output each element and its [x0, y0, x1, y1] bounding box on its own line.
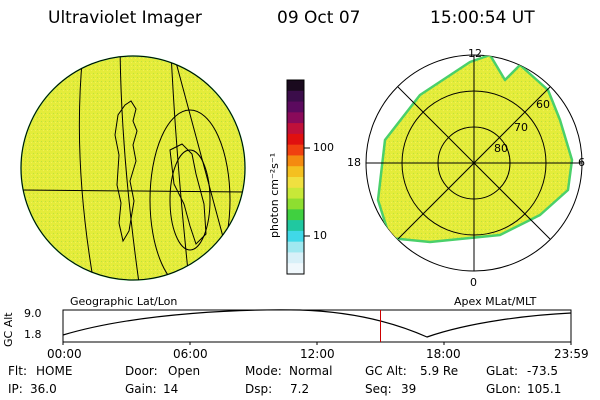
- status-seq-label: Seq:: [365, 382, 392, 396]
- lat-label-70: 70: [514, 121, 528, 134]
- instrument-title: Ultraviolet Imager: [48, 8, 202, 28]
- colorbar-swatch: [287, 90, 304, 103]
- colorbar-swatch: [287, 177, 304, 189]
- apex-caption: Apex MLat/MLT: [454, 295, 537, 308]
- x-tick-label: 18:00: [426, 347, 461, 361]
- latitude-circle: [169, 149, 211, 251]
- timeline-axis-title: GC Alt: [2, 312, 15, 347]
- colorbar-swatch: [287, 209, 304, 221]
- status-door-label: Door:: [125, 364, 158, 378]
- coastline: [114, 100, 138, 243]
- mlt-label-18: 18: [347, 156, 361, 169]
- colorbar-swatch: [287, 198, 304, 210]
- y-tick-label: 1.8: [24, 328, 42, 341]
- x-tick-label: 06:00: [173, 347, 208, 361]
- status-glon-label: GLon:: [486, 382, 521, 396]
- geographic-caption: Geographic Lat/Lon: [70, 295, 178, 308]
- colorbar-unit-label: photon cm⁻²s⁻¹: [268, 152, 281, 238]
- mlt-spoke: [397, 86, 551, 240]
- x-tick-label: 12:00: [300, 347, 335, 361]
- equator-line: [21, 189, 245, 193]
- observation-time: 15:00:54 UT: [430, 8, 535, 28]
- colorbar-swatch: [287, 101, 304, 113]
- status-flt-value: HOME: [36, 364, 73, 378]
- x-tick-label: 00:00: [47, 347, 82, 361]
- timeline-frame: [62, 309, 572, 343]
- latitude-circle: [149, 109, 231, 280]
- meridian-line: [119, 56, 141, 280]
- colorbar-swatch: [287, 230, 304, 243]
- x-tick-label: 23:59: [554, 347, 589, 361]
- status-glat-label: GLat:: [486, 364, 519, 378]
- status-gain-label: Gain:: [125, 382, 157, 396]
- altitude-timeline: [62, 309, 572, 345]
- observation-date: 09 Oct 07: [277, 8, 361, 28]
- colorbar-tick-label: 10: [313, 229, 327, 242]
- altitude-curve: [62, 309, 572, 338]
- status-glat-value: -73.5: [527, 364, 559, 378]
- colorbar-frame: [286, 79, 305, 275]
- colorbar-swatch: [287, 133, 304, 146]
- status-gcalt-label: GC Alt:: [365, 364, 407, 378]
- mlt-label-0: 0: [470, 276, 477, 289]
- polar-map: [365, 54, 583, 272]
- status-flt-label: Flt:: [8, 364, 27, 378]
- status-ip-value: 36.0: [30, 382, 57, 396]
- colorbar-swatch: [287, 112, 304, 124]
- colorbar-tick-label: 100: [313, 141, 334, 154]
- status-dsp-label: Dsp:: [245, 382, 273, 396]
- colorbar-swatch: [287, 220, 304, 232]
- coastline: [169, 143, 207, 245]
- colorbar-swatch: [287, 144, 304, 156]
- status-seq-value: 39: [401, 382, 417, 396]
- status-ip-label: IP:: [8, 382, 23, 396]
- colorbar: [286, 79, 310, 275]
- colorbar-swatch: [287, 155, 304, 167]
- colorbar-swatch: [287, 80, 304, 92]
- colorbar-swatch: [287, 187, 304, 200]
- status-gcalt-value: 5.9 Re: [420, 364, 459, 378]
- status-dsp-value: 7.2: [290, 382, 310, 396]
- colorbar-swatch: [287, 263, 304, 275]
- geographic-map: [20, 55, 246, 281]
- status-door-value: Open: [168, 364, 201, 378]
- aurora-oval: [376, 55, 574, 244]
- status-mode-value: Normal: [289, 364, 333, 378]
- colorbar-swatch: [287, 241, 304, 253]
- mlt-label-12: 12: [468, 47, 482, 60]
- status-gain-value: 14: [163, 382, 179, 396]
- colorbar-swatch: [287, 166, 304, 178]
- lat-label-60: 60: [536, 98, 550, 111]
- colorbar-swatch: [287, 123, 304, 135]
- lat-label-80: 80: [494, 142, 508, 155]
- y-tick-label: 9.0: [24, 307, 42, 320]
- colorbar-swatch: [287, 252, 304, 264]
- status-glon-value: 105.1: [527, 382, 562, 396]
- mlt-label-6: 6: [578, 156, 585, 169]
- aurora-disk: [20, 55, 246, 281]
- status-mode-label: Mode:: [245, 364, 282, 378]
